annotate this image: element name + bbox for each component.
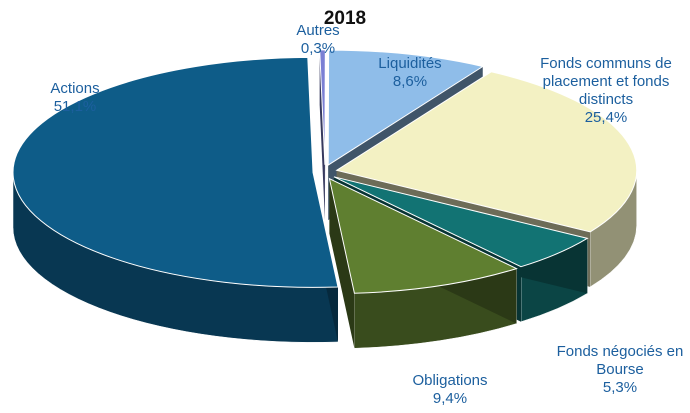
slice (333, 176, 589, 268)
slice (319, 49, 326, 165)
slice-wall (319, 49, 325, 220)
slice (328, 177, 518, 294)
value-label: 8,6% (392, 73, 428, 90)
slice (327, 49, 485, 166)
category-label: Actions (50, 80, 100, 97)
value-label: 5,3% (602, 379, 638, 396)
slice-label: Actions 51,1% (25, 80, 125, 116)
category-label: Liquidités (378, 55, 442, 72)
value-label: 9,4% (432, 390, 468, 407)
category-label: Autres (296, 22, 340, 39)
category-label: Fonds négociés en Bourse (556, 343, 684, 378)
slice-label: Fonds négociés en Bourse 5,3% (555, 343, 685, 397)
chart-title: 2018 (323, 8, 367, 29)
slice-label: Liquidités 8,6% (360, 55, 460, 91)
value-label: 25,4% (584, 109, 628, 126)
slice-label: Autres 0,3% (283, 22, 353, 58)
slice (12, 56, 339, 288)
slice-label: Obligations 9,4% (390, 372, 510, 408)
value-label: 51,1% (53, 98, 97, 115)
slice-wall (329, 178, 355, 349)
category-label: Fonds communs de placement et fonds dist… (540, 55, 672, 108)
slice-label: Fonds communs de placement et fonds dist… (532, 55, 680, 127)
value-label: 0,3% (300, 40, 336, 57)
category-label: Obligations (412, 372, 488, 389)
slice (335, 71, 638, 233)
